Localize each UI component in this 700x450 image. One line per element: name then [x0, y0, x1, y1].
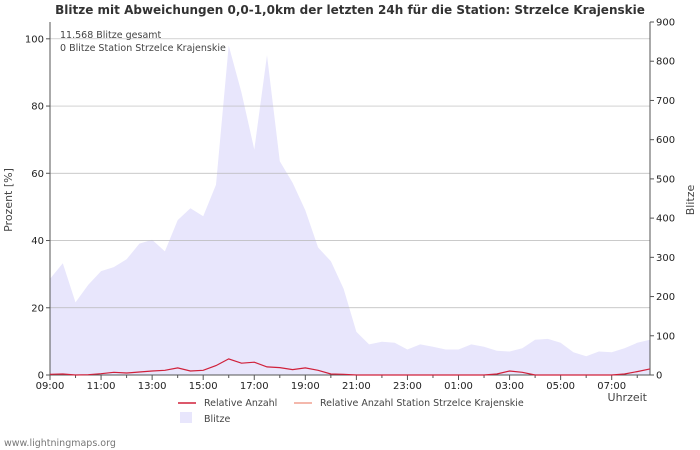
tick-label-right-600: 600	[656, 135, 675, 146]
legend-label-blitze: Blitze	[204, 414, 231, 425]
y-axis-label-left: Prozent [%]	[2, 168, 15, 232]
tick-label-right-800: 800	[656, 57, 675, 68]
tick-label-x-0900: 09:00	[36, 381, 65, 392]
chart-title: Blitze mit Abweichungen 0,0-1,0km der le…	[55, 3, 645, 17]
tick-label-x-0100: 01:00	[444, 381, 473, 392]
tick-label-x-1300: 13:00	[138, 381, 167, 392]
tick-label-x-1500: 15:00	[189, 381, 218, 392]
legend-label-relative-anzahl: Relative Anzahl	[204, 398, 277, 409]
tick-label-right-500: 500	[656, 174, 675, 185]
tick-label-left-40: 40	[31, 236, 44, 247]
tick-label-right-700: 700	[656, 96, 675, 107]
footer-source: www.lightningmaps.org	[4, 438, 116, 449]
series-area-blitze	[50, 45, 650, 375]
total-strikes-annotation: 11.568 Blitze gesamt	[60, 30, 162, 41]
tick-label-x-0700: 07:00	[597, 381, 626, 392]
series-line-relative-anzahl	[49, 358, 651, 376]
tick-label-left-20: 20	[31, 303, 44, 314]
tick-label-left-60: 60	[31, 169, 44, 180]
tick-label-x-0300: 03:00	[495, 381, 524, 392]
tick-label-right-400: 400	[656, 214, 675, 225]
tick-label-left-100: 100	[25, 34, 44, 45]
tick-label-right-200: 200	[656, 292, 675, 303]
legend-swatch-blitze	[180, 412, 192, 423]
tick-label-x-2100: 21:00	[342, 381, 371, 392]
x-axis-label: Uhrzeit	[608, 391, 648, 404]
tick-label-right-0: 0	[656, 371, 662, 382]
tick-label-left-0: 0	[38, 371, 44, 382]
station-strikes-annotation: 0 Blitze Station Strzelce Krajenskie	[60, 43, 226, 54]
legend: Relative Anzahl Relative Anzahl Station …	[178, 398, 524, 425]
tick-label-left-80: 80	[31, 102, 44, 113]
tick-label-x-1700: 17:00	[240, 381, 269, 392]
y-axis-label-right: Blitze	[684, 185, 697, 216]
legend-label-relative-anzahl-station: Relative Anzahl Station Strzelce Krajens…	[320, 398, 524, 409]
tick-label-x-0500: 05:00	[546, 381, 575, 392]
tick-label-x-1100: 11:00	[87, 381, 116, 392]
tick-label-right-100: 100	[656, 331, 675, 342]
tick-label-right-900: 900	[656, 18, 675, 29]
tick-label-right-300: 300	[656, 253, 675, 264]
tick-label-x-2300: 23:00	[393, 381, 422, 392]
tick-label-x-1900: 19:00	[291, 381, 320, 392]
plot-area: 0 20 40 60 80 100 0 100 200 300 400 500 600 700 800 900…	[25, 18, 675, 393]
